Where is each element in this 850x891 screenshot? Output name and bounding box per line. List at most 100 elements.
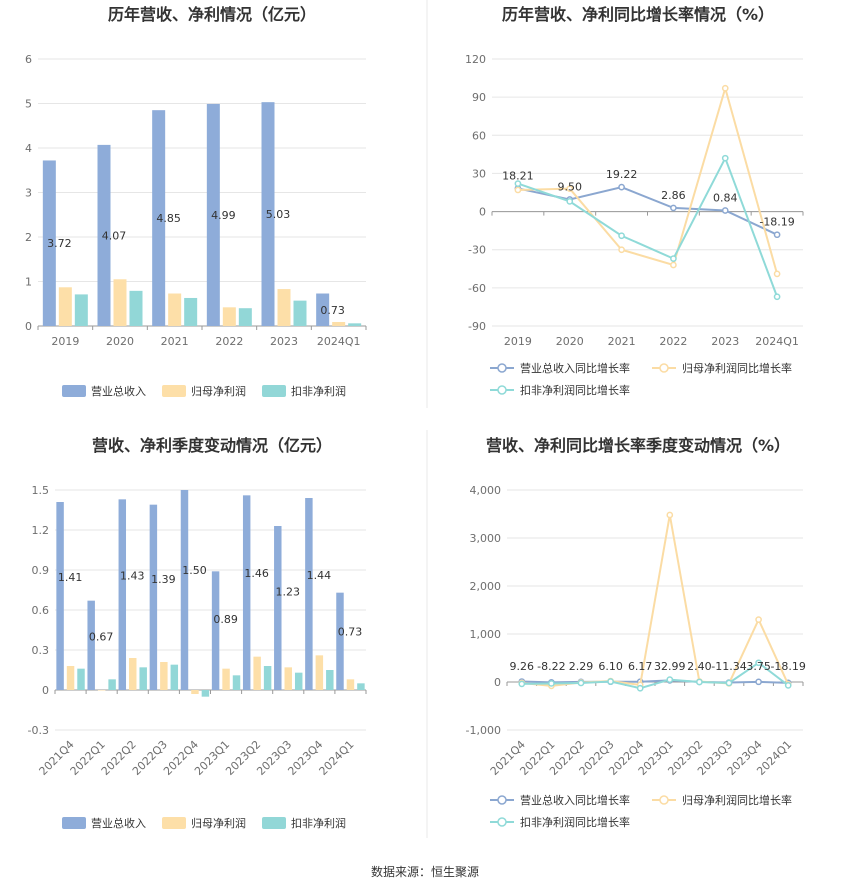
bar-deducted-profit — [326, 670, 334, 690]
x-tick-label: 2019 — [51, 335, 79, 348]
legend-marker — [497, 795, 507, 805]
line-point — [514, 180, 522, 187]
y-tick-label: -60 — [468, 282, 486, 295]
bar-deducted-profit — [348, 323, 362, 326]
y-tick-label: -1,000 — [466, 724, 501, 737]
data-source-note: 数据来源：恒生聚源 — [371, 864, 479, 879]
y-tick-label: 4 — [25, 142, 32, 155]
legend-marker — [497, 385, 507, 395]
bar-data-label: 0.67 — [89, 630, 114, 643]
x-tick-label: 2024Q1 — [755, 335, 799, 348]
bar-net-profit — [222, 307, 236, 326]
line-point — [670, 261, 677, 269]
bar-revenue — [42, 160, 56, 326]
bar-deducted-profit — [139, 667, 147, 690]
y-tick-label: 0.9 — [32, 564, 50, 577]
x-tick-label: 2024Q1 — [317, 738, 357, 778]
y-tick-label: 4,000 — [470, 484, 502, 497]
bar-net-profit — [66, 666, 75, 690]
y-tick-label: 2,000 — [470, 580, 502, 593]
bar-revenue — [305, 498, 313, 690]
legend-swatch — [262, 385, 286, 397]
y-tick-label: -30 — [468, 244, 486, 257]
line-point — [755, 678, 762, 686]
bar-deducted-profit — [238, 308, 252, 326]
y-tick-label: -90 — [468, 320, 486, 333]
line-point — [773, 293, 781, 301]
legend-label: 归母净利润 — [191, 384, 246, 398]
y-tick-label: 0 — [479, 206, 486, 219]
bar-net-profit — [160, 662, 168, 690]
chart-title: 历年营收、净利同比增长率情况（%） — [502, 5, 774, 24]
y-tick-label: 0 — [25, 320, 32, 333]
bar-data-label: 4.07 — [102, 229, 127, 242]
y-tick-label: 1.2 — [32, 524, 50, 537]
line-point — [518, 680, 526, 688]
y-tick-label: 30 — [472, 167, 486, 180]
bar-deducted-profit — [77, 668, 85, 690]
annual-growth-rate-panel: 历年营收、净利同比增长率情况（%） -90 -60 -30 0 30 60 90 120 2019… — [465, 5, 804, 397]
line-point — [548, 680, 555, 687]
y-tick-label: 1.5 — [32, 484, 50, 497]
legend-label: 扣非净利润同比增长率 — [520, 815, 630, 829]
y-tick-label: 0.6 — [32, 604, 50, 617]
legend-swatch — [62, 385, 86, 397]
line-data-label: -18.19 — [770, 660, 805, 673]
bar-data-label: 0.73 — [320, 304, 345, 317]
y-tick-label: 2 — [25, 231, 32, 244]
bar-deducted-profit — [201, 690, 210, 697]
line-data-label: 6.10 — [598, 660, 623, 673]
x-tick-label: 2023 — [711, 335, 739, 348]
line-point — [773, 270, 781, 278]
y-tick-label: 120 — [465, 53, 486, 66]
line-point — [755, 659, 762, 667]
bar-data-label: 1.41 — [58, 571, 83, 584]
x-tick-label: 2022 — [215, 335, 243, 348]
y-tick-label: 0 — [494, 676, 501, 689]
line-point — [721, 154, 729, 162]
quarterly-revenue-profit-panel: 营收、净利季度变动情况（亿元）-0.300.30.60.91.21.52021Q… — [28, 436, 367, 830]
line-point — [618, 232, 625, 240]
legend-swatch — [162, 817, 186, 829]
legend-label: 扣非净利润 — [291, 384, 346, 398]
bar-deducted-profit — [74, 294, 88, 326]
line-data-label: 3.75 — [746, 660, 771, 673]
line-point — [721, 84, 729, 92]
line-point — [773, 231, 781, 239]
bar-deducted-profit — [170, 664, 179, 690]
bar-net-profit — [129, 658, 137, 690]
line-point — [618, 246, 625, 254]
bar-net-profit — [253, 656, 261, 690]
x-tick-label: 2023 — [270, 335, 298, 348]
y-tick-label: 0.3 — [32, 644, 50, 657]
bar-data-label: 5.03 — [266, 208, 291, 221]
bar-deducted-profit — [293, 300, 307, 326]
legend-label: 归母净利润同比增长率 — [682, 361, 792, 375]
line-data-label: -18.19 — [759, 216, 794, 229]
bar-revenue — [180, 490, 189, 690]
bar-revenue — [152, 110, 166, 326]
line-point — [618, 183, 625, 191]
bar-revenue — [97, 144, 111, 326]
bar-revenue — [87, 600, 95, 690]
line-point — [607, 678, 614, 685]
bar-deducted-profit — [129, 290, 143, 326]
line-data-label: 32.99 — [654, 660, 686, 673]
bar-revenue — [56, 502, 64, 690]
line-data-label: 2.29 — [569, 660, 594, 673]
legend-marker — [659, 795, 669, 805]
x-tick-label: 2020 — [106, 335, 134, 348]
line-point — [784, 682, 792, 689]
legend-swatch — [62, 817, 86, 829]
bar-data-label: 4.99 — [211, 209, 236, 222]
legend-swatch — [162, 385, 186, 397]
bar-revenue — [242, 495, 251, 690]
chart-title: 历年营收、净利情况（亿元） — [108, 5, 316, 24]
bar-net-profit — [315, 655, 324, 690]
line-data-label: 6.17 — [628, 660, 653, 673]
line-point — [566, 198, 574, 205]
bar-net-profit — [332, 321, 346, 326]
legend-label: 营业总收入 — [91, 384, 146, 398]
line-point — [670, 255, 677, 262]
line-data-label: 2.40 — [687, 660, 712, 673]
